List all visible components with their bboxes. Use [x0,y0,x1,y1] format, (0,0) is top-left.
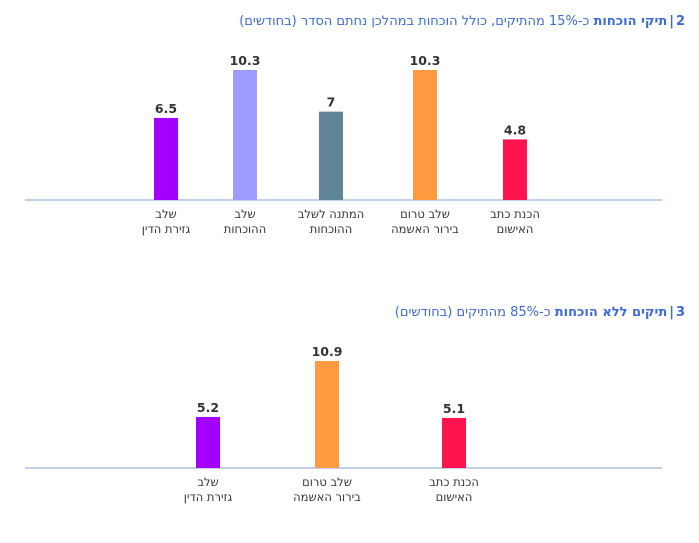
category-label: ההוכחות [224,222,266,236]
category-label: האישום [497,222,534,236]
category-label: המתנה לשלב [298,207,365,221]
chart2-title: 3|תיקים ללא הוכחות כ‑85% מהתיקים (בחודשי… [395,305,685,320]
category-label: בירור האשמה [391,222,459,236]
category-label: האישום [436,490,473,504]
bar [319,111,343,200]
value-label: 10.9 [312,344,343,359]
chart2-title-rest: כ‑85% מהתיקים (בחודשים) [394,305,551,320]
chart1-title-separator: | [669,14,674,29]
chart2-title-number: 3 [675,305,685,320]
bar [315,361,339,468]
bar [154,117,178,200]
value-label: 10.3 [230,53,261,68]
bar [503,139,527,200]
category-label: שלב טרום [400,207,450,221]
bar [196,416,220,468]
bar [442,417,466,468]
category-label: שלב טרום [302,475,352,489]
value-label: 7 [327,95,336,110]
chart1-title: 2|תיקי הוכחות כ‑15% מהתיקים, כולל הוכחות… [239,14,685,29]
value-label: 6.5 [155,101,177,116]
category-label: ההוכחות [310,222,352,236]
chart2-title-bold: תיקים ללא הוכחות [554,305,668,320]
value-label: 5.2 [197,400,219,415]
category-label: בירור האשמה [293,490,361,504]
chart1-title-bold: תיקי הוכחות [593,14,668,29]
category-label: גזירת הדין [142,222,191,236]
category-label: גזירת הדין [184,490,233,504]
category-label: שלב [234,207,255,221]
category-label: הכנת כתב [490,207,540,221]
category-label: הכנת כתב [429,475,479,489]
chart2-title-separator: | [669,305,674,320]
bar [233,70,257,200]
value-label: 4.8 [504,122,526,137]
value-label: 5.1 [443,401,465,416]
value-label: 10.3 [410,53,441,68]
chart1-title-number: 2 [675,14,685,29]
category-label: שלב [197,475,218,489]
bar [413,70,437,200]
category-label: שלב [155,207,176,221]
chart1-title-rest: כ‑15% מהתיקים, כולל הוכחות במהלכן נחתם ה… [239,14,590,29]
